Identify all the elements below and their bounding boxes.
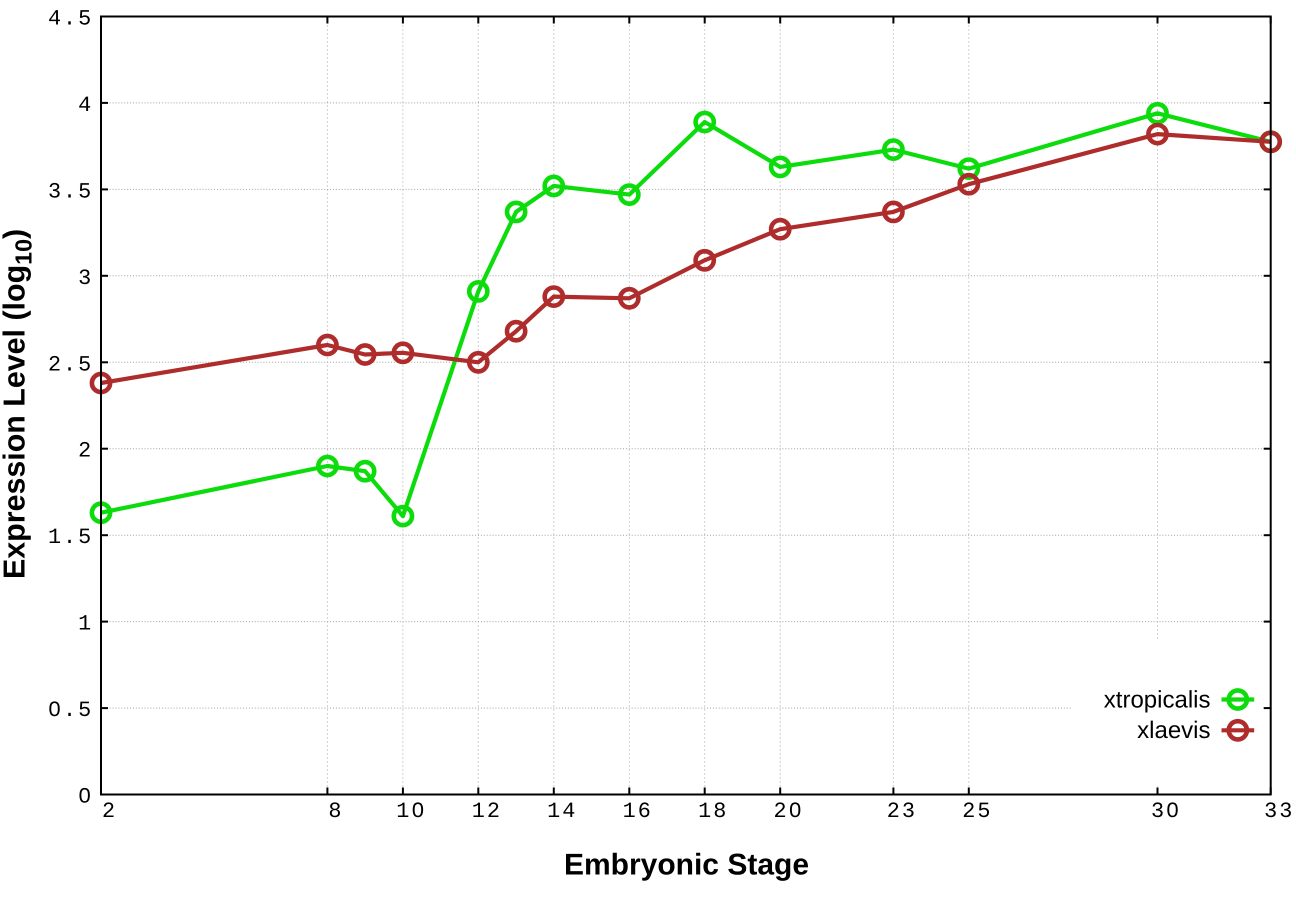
svg-text:2: 2 <box>487 799 500 824</box>
svg-text:5: 5 <box>977 799 990 824</box>
svg-text:2: 2 <box>774 799 787 824</box>
svg-text:5: 5 <box>78 352 91 377</box>
svg-text:1: 1 <box>472 799 485 824</box>
svg-text:5: 5 <box>78 698 91 723</box>
svg-text:8: 8 <box>713 799 726 824</box>
svg-text:xlaevis: xlaevis <box>1137 717 1210 744</box>
svg-text:Embryonic Stage: Embryonic Stage <box>564 849 809 882</box>
svg-text:4: 4 <box>78 93 91 118</box>
svg-text:2: 2 <box>962 799 975 824</box>
svg-text:1: 1 <box>78 612 91 637</box>
svg-text:.: . <box>63 7 76 32</box>
svg-text:1: 1 <box>396 799 409 824</box>
svg-text:.: . <box>63 179 76 204</box>
svg-text:3: 3 <box>1264 799 1277 824</box>
svg-text:Expression Level (log10): Expression Level (log10) <box>0 229 36 579</box>
svg-text:3: 3 <box>902 799 915 824</box>
svg-text:.: . <box>63 352 76 377</box>
svg-text:2: 2 <box>102 799 115 824</box>
svg-text:1: 1 <box>698 799 711 824</box>
svg-text:5: 5 <box>78 7 91 32</box>
svg-text:3: 3 <box>48 179 61 204</box>
svg-text:2: 2 <box>48 352 61 377</box>
svg-text:3: 3 <box>1151 799 1164 824</box>
svg-text:2: 2 <box>887 799 900 824</box>
svg-text:1: 1 <box>48 525 61 550</box>
svg-text:6: 6 <box>638 799 651 824</box>
svg-text:5: 5 <box>78 525 91 550</box>
svg-text:2: 2 <box>78 439 91 464</box>
svg-text:8: 8 <box>328 799 341 824</box>
svg-text:5: 5 <box>78 179 91 204</box>
svg-text:.: . <box>63 698 76 723</box>
svg-text:3: 3 <box>1279 799 1292 824</box>
svg-text:.: . <box>63 525 76 550</box>
svg-text:4: 4 <box>48 7 61 32</box>
svg-text:3: 3 <box>78 266 91 291</box>
svg-text:4: 4 <box>562 799 575 824</box>
svg-text:1: 1 <box>623 799 636 824</box>
svg-text:1: 1 <box>547 799 560 824</box>
svg-text:xtropicalis: xtropicalis <box>1104 687 1211 714</box>
